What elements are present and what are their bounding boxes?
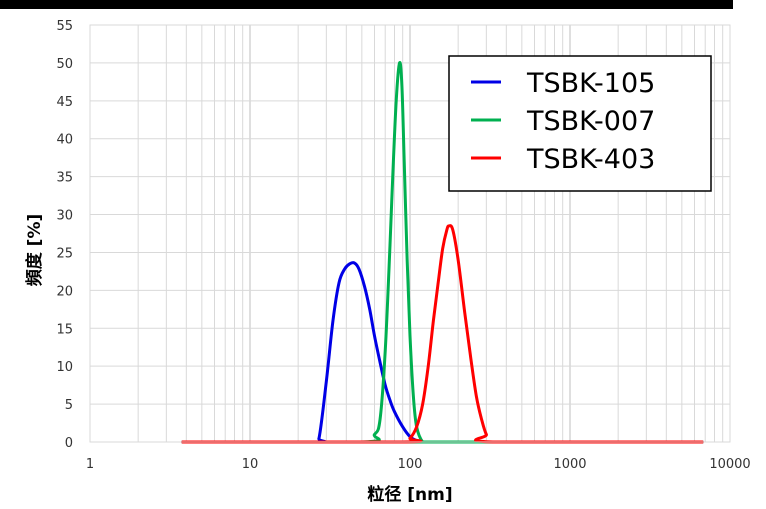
top-border-bar <box>0 0 733 9</box>
x-tick-labels: 1 10 100 1000 10000 <box>86 457 751 472</box>
legend-label: TSBK-007 <box>526 106 655 137</box>
plot-frame <box>89 24 731 443</box>
legend-label: TSBK-403 <box>526 144 655 175</box>
y-tick-label: 40 <box>56 133 73 148</box>
y-tick-label: 45 <box>56 95 73 110</box>
y-tick-label: 20 <box>56 284 73 299</box>
x-tick-label: 1 <box>86 457 94 472</box>
series-lines <box>181 60 704 444</box>
legend-box <box>448 55 712 192</box>
y-axis-title: 頻度 [%] <box>24 214 45 288</box>
y-tick-labels: 0 5 10 15 20 25 30 35 40 45 50 55 <box>56 19 73 451</box>
x-tick-label: 10000 <box>709 457 750 472</box>
y-tick-label: 25 <box>56 246 73 261</box>
x-axis-title: 粒径 [nm] <box>367 484 452 505</box>
y-tick-label: 35 <box>56 171 73 186</box>
y-tick-label: 15 <box>56 322 73 337</box>
y-tick-label: 10 <box>56 360 73 375</box>
x-tick-label: 100 <box>398 457 423 472</box>
y-tick-label: 30 <box>56 209 73 224</box>
x-tick-label: 1000 <box>553 457 586 472</box>
y-tick-label: 5 <box>65 398 73 413</box>
legend-label: TSBK-105 <box>526 68 655 99</box>
y-tick-label: 55 <box>56 19 73 34</box>
x-tick-label: 10 <box>242 457 259 472</box>
legend: TSBK-105 TSBK-007 TSBK-403 <box>448 55 712 192</box>
y-tick-label: 0 <box>65 436 73 451</box>
grid-lines <box>89 24 731 443</box>
y-tick-label: 50 <box>56 57 73 72</box>
series-line-tsbk-403 <box>181 224 704 444</box>
